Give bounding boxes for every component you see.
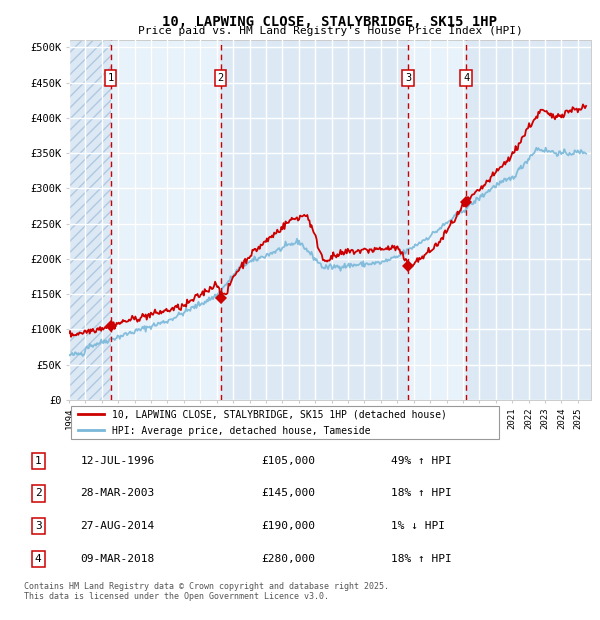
Text: £105,000: £105,000: [261, 456, 315, 466]
Text: 18% ↑ HPI: 18% ↑ HPI: [391, 554, 451, 564]
Text: 49% ↑ HPI: 49% ↑ HPI: [391, 456, 451, 466]
FancyBboxPatch shape: [71, 405, 499, 439]
Text: 3: 3: [35, 521, 41, 531]
Text: 10, LAPWING CLOSE, STALYBRIDGE, SK15 1HP: 10, LAPWING CLOSE, STALYBRIDGE, SK15 1HP: [163, 16, 497, 30]
Bar: [408, 40, 466, 400]
Text: 27-AUG-2014: 27-AUG-2014: [80, 521, 155, 531]
Text: 12-JUL-1996: 12-JUL-1996: [80, 456, 155, 466]
Text: Contains HM Land Registry data © Crown copyright and database right 2025.
This d: Contains HM Land Registry data © Crown c…: [24, 582, 389, 601]
Text: £280,000: £280,000: [261, 554, 315, 564]
Text: 2: 2: [218, 73, 224, 83]
Text: 4: 4: [35, 554, 41, 564]
Text: Price paid vs. HM Land Registry's House Price Index (HPI): Price paid vs. HM Land Registry's House …: [137, 26, 523, 36]
Text: 2: 2: [35, 489, 41, 498]
Text: £145,000: £145,000: [261, 489, 315, 498]
Text: 3: 3: [405, 73, 411, 83]
Text: 10, LAPWING CLOSE, STALYBRIDGE, SK15 1HP (detached house): 10, LAPWING CLOSE, STALYBRIDGE, SK15 1HP…: [112, 409, 447, 419]
Text: HPI: Average price, detached house, Tameside: HPI: Average price, detached house, Tame…: [112, 426, 371, 436]
Text: 1: 1: [107, 73, 113, 83]
Text: 1% ↓ HPI: 1% ↓ HPI: [391, 521, 445, 531]
Bar: [69, 40, 110, 400]
Bar: [110, 40, 221, 400]
Bar: [69, 40, 110, 400]
Bar: [221, 40, 408, 400]
Text: 4: 4: [463, 73, 469, 83]
Text: 28-MAR-2003: 28-MAR-2003: [80, 489, 155, 498]
Text: £190,000: £190,000: [261, 521, 315, 531]
Text: 09-MAR-2018: 09-MAR-2018: [80, 554, 155, 564]
Text: 18% ↑ HPI: 18% ↑ HPI: [391, 489, 451, 498]
Text: 1: 1: [35, 456, 41, 466]
Bar: [466, 40, 591, 400]
